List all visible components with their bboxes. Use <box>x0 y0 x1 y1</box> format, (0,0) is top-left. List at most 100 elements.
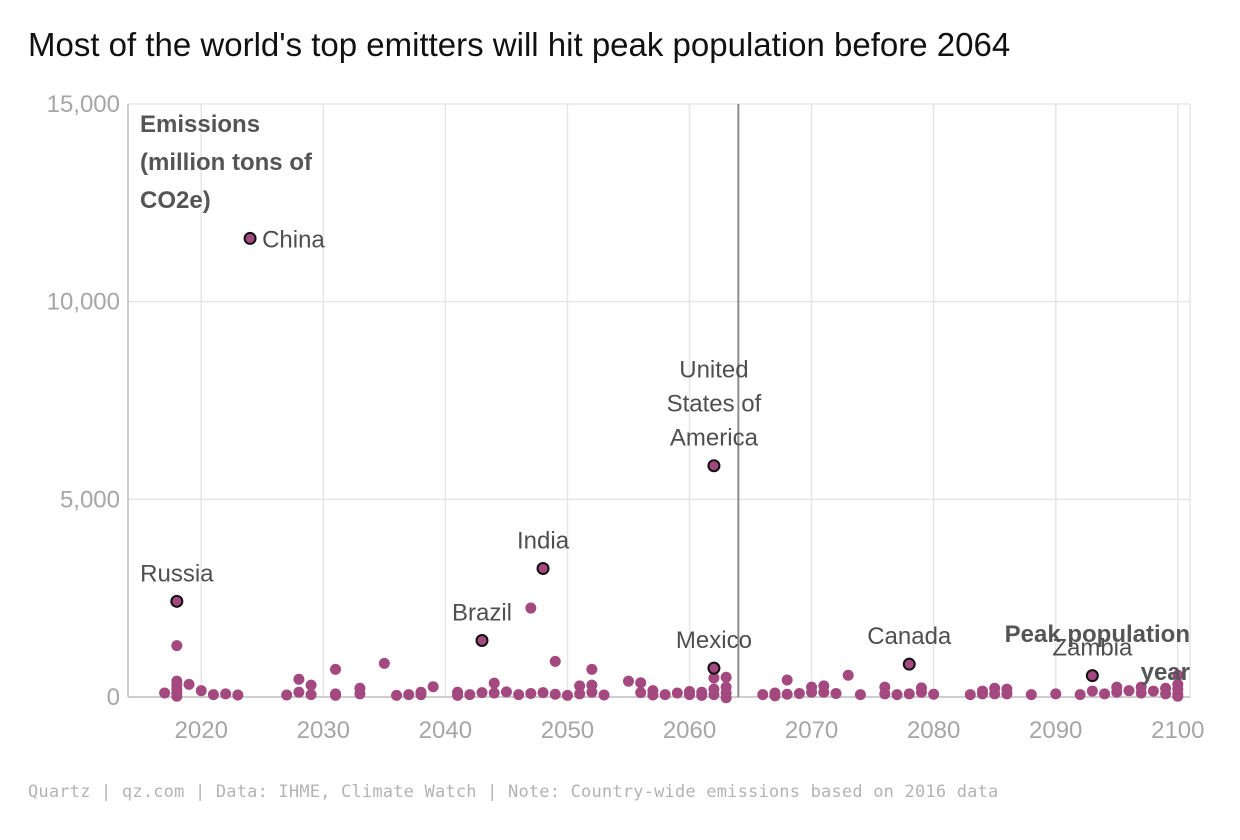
data-point <box>842 669 854 681</box>
data-point <box>781 674 793 686</box>
data-point <box>488 677 500 689</box>
data-point <box>281 689 293 701</box>
data-point <box>1074 689 1086 701</box>
data-point <box>525 602 537 614</box>
data-point <box>195 685 207 697</box>
x-tick-label: 2090 <box>1029 717 1082 744</box>
data-point <box>464 689 476 701</box>
data-point <box>964 689 976 701</box>
data-point <box>647 689 659 701</box>
data-point <box>830 687 842 699</box>
data-point <box>891 689 903 701</box>
data-point <box>757 689 769 701</box>
data-point <box>915 686 927 698</box>
y-tick-label: 10,000 <box>47 289 120 316</box>
x-tick-label: 2070 <box>785 717 838 744</box>
data-point <box>793 687 805 699</box>
x-tick-label: 2080 <box>907 717 960 744</box>
data-point <box>1172 690 1184 702</box>
data-point <box>305 689 317 701</box>
y-axis-title: (million tons of <box>140 149 313 176</box>
data-point <box>330 689 342 701</box>
data-point <box>806 686 818 698</box>
y-axis-title: CO2e) <box>140 187 211 214</box>
data-point <box>696 689 708 701</box>
highlighted-point <box>170 594 184 608</box>
data-point <box>635 677 647 689</box>
data-point <box>171 690 183 702</box>
data-point <box>1172 669 1184 681</box>
point-label: United <box>679 357 748 384</box>
data-point <box>1001 688 1013 700</box>
data-point <box>525 687 537 699</box>
data-point <box>586 686 598 698</box>
data-point <box>989 688 1001 700</box>
data-point <box>427 681 439 693</box>
data-point <box>171 640 183 652</box>
highlighted-point <box>536 562 550 576</box>
data-point <box>561 689 573 701</box>
data-point <box>879 688 891 700</box>
point-label: Zambia <box>1052 635 1133 662</box>
chart-title: Most of the world's top emitters will hi… <box>28 26 1011 63</box>
data-point <box>537 687 549 699</box>
point-label: Russia <box>140 560 214 587</box>
data-point <box>854 689 866 701</box>
x-tick-label: 2050 <box>541 717 594 744</box>
grid-lines <box>128 103 1191 698</box>
highlighted-point <box>902 657 916 671</box>
x-tick-label: 2030 <box>297 717 350 744</box>
data-point <box>207 689 219 701</box>
data-point <box>635 687 647 699</box>
data-point <box>708 689 720 701</box>
y-axis-title: Emissions <box>140 111 260 138</box>
x-tick-label: 2100 <box>1151 717 1204 744</box>
point-label: India <box>517 528 570 555</box>
data-point <box>330 663 342 675</box>
highlighted-point <box>707 661 721 675</box>
x-axis-title: year <box>1141 659 1190 686</box>
data-point <box>1160 688 1172 700</box>
point-label: China <box>262 226 325 253</box>
highlighted-point <box>707 459 721 473</box>
data-point <box>903 688 915 700</box>
data-point <box>781 688 793 700</box>
x-tick-label: 2020 <box>175 717 228 744</box>
data-points <box>159 602 1184 704</box>
data-point <box>1123 685 1135 697</box>
data-point <box>1099 688 1111 700</box>
point-label: Canada <box>867 623 952 650</box>
data-point <box>549 688 561 700</box>
data-point <box>1050 688 1062 700</box>
data-point <box>488 687 500 699</box>
data-point <box>378 657 390 669</box>
highlighted-points <box>170 231 1099 683</box>
data-point <box>159 687 171 699</box>
data-point <box>549 655 561 667</box>
x-axis-title: Peak population <box>1005 621 1190 648</box>
data-point <box>391 689 403 701</box>
y-tick-label: 0 <box>107 684 120 711</box>
scatter-chart: 0 5,000 10,000 15,000 2020 2030 2040 2050 2060 20… <box>47 91 1205 744</box>
data-point <box>684 689 696 701</box>
data-point <box>818 686 830 698</box>
data-point <box>513 689 525 701</box>
data-point <box>500 686 512 698</box>
point-label: America <box>670 425 759 452</box>
data-point <box>452 689 464 701</box>
data-point <box>415 689 427 701</box>
data-point <box>1025 689 1037 701</box>
x-tick-label: 2040 <box>419 717 472 744</box>
data-point <box>220 688 232 700</box>
data-point <box>622 675 634 687</box>
data-point <box>354 688 366 700</box>
data-point <box>403 689 415 701</box>
highlighted-point <box>243 231 257 245</box>
point-labels: China United States of America India Russia Br… <box>140 226 1133 661</box>
data-point <box>1111 686 1123 698</box>
data-point <box>232 689 244 701</box>
data-point <box>1147 685 1159 697</box>
data-point <box>598 689 610 701</box>
data-point <box>1086 685 1098 697</box>
y-tick-label: 15,000 <box>47 91 120 118</box>
